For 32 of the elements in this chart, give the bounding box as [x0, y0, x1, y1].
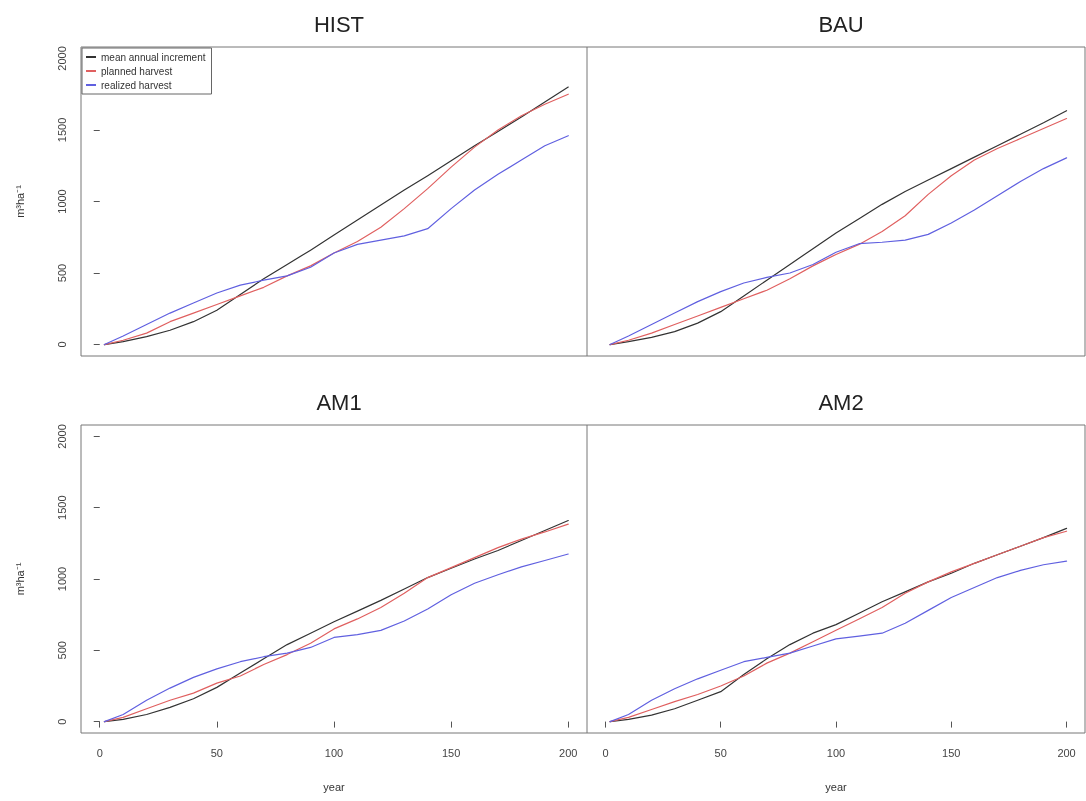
legend-label: planned harvest — [101, 65, 173, 77]
chart-title: AM1 — [316, 389, 362, 415]
y-tick-label: 0 — [55, 341, 68, 348]
x-tick-label: 50 — [210, 746, 223, 759]
y-tick-label: 1500 — [55, 495, 68, 520]
x-tick-label: 200 — [559, 746, 578, 759]
chart-title: HIST — [313, 11, 365, 37]
x-tick-label: 200 — [1057, 746, 1076, 759]
y-tick-label: 500 — [55, 263, 68, 283]
x-tick-label: 0 — [96, 746, 103, 759]
x-axis-title: year — [825, 780, 848, 793]
x-tick-label: 0 — [602, 746, 609, 759]
y-tick-label: 2000 — [55, 424, 68, 449]
legend-label: mean annual increment — [101, 51, 206, 63]
chart-title: AM2 — [818, 389, 864, 415]
y-tick-label: 500 — [55, 641, 68, 660]
y-tick-label: 1500 — [55, 117, 68, 143]
y-tick-label: 2000 — [55, 46, 68, 71]
legend-label: realized harvest — [101, 79, 172, 91]
x-axis-title: year — [323, 780, 346, 793]
y-axis-title: m³ha⁻¹ — [13, 184, 26, 218]
line-series — [103, 135, 569, 346]
x-tick-label: 150 — [942, 746, 961, 759]
x-tick-label: 50 — [714, 746, 727, 759]
y-tick-label: 1000 — [55, 566, 68, 592]
x-tick-label: 100 — [826, 746, 846, 759]
chart-title: BAU — [818, 11, 864, 37]
y-tick-label: 1000 — [55, 189, 68, 214]
y-tick-label: 0 — [55, 718, 68, 725]
x-tick-label: 150 — [441, 746, 461, 759]
x-tick-label: 100 — [324, 746, 344, 759]
y-axis-title: m³ha⁻¹ — [13, 562, 26, 596]
